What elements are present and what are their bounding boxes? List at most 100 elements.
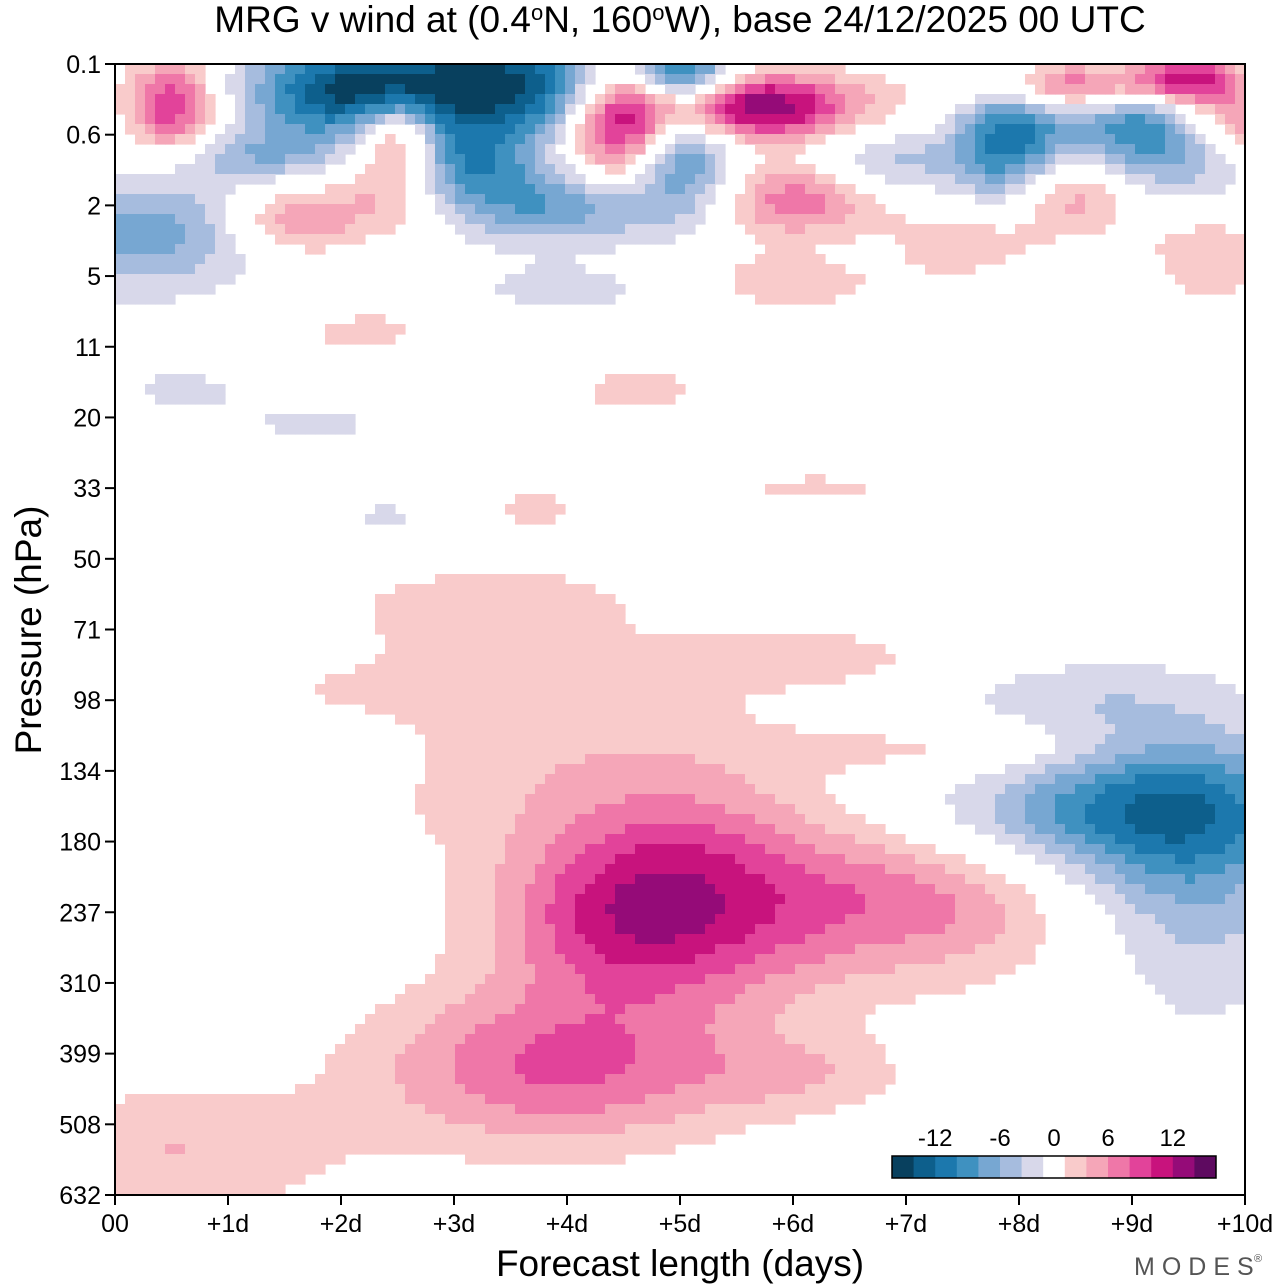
heatmap-cell: [775, 284, 786, 295]
heatmap-cell: [665, 754, 676, 765]
heatmap-cell: [785, 664, 796, 675]
heatmap-cell: [495, 1054, 506, 1065]
heatmap-cell: [595, 724, 606, 735]
heatmap-cell: [725, 944, 736, 955]
heatmap-cell: [665, 794, 676, 805]
heatmap-cell: [895, 934, 906, 945]
heatmap-cell: [625, 1014, 636, 1025]
heatmap-cell: [655, 974, 666, 985]
heatmap-cell: [555, 84, 566, 95]
heatmap-cell: [855, 484, 866, 495]
heatmap-cell: [765, 924, 776, 935]
heatmap-cell: [935, 154, 946, 165]
heatmap-cell: [385, 704, 396, 715]
heatmap-cell: [715, 984, 726, 995]
heatmap-cell: [785, 884, 796, 895]
heatmap-cell: [715, 874, 726, 885]
heatmap-cell: [195, 94, 206, 105]
heatmap-cell: [715, 824, 726, 835]
heatmap-cell: [965, 244, 976, 255]
heatmap-cell: [855, 884, 866, 895]
heatmap-cell: [1235, 944, 1246, 955]
heatmap-cell: [945, 854, 956, 865]
heatmap-cell: [545, 174, 556, 185]
heatmap-cell: [705, 114, 716, 125]
heatmap-cell: [655, 104, 666, 115]
heatmap-cell: [1215, 764, 1226, 775]
heatmap-cell: [745, 1034, 756, 1045]
heatmap-cell: [715, 664, 726, 675]
heatmap-cell: [215, 224, 226, 235]
heatmap-cell: [785, 844, 796, 855]
heatmap-cell: [545, 804, 556, 815]
heatmap-cell: [1235, 934, 1246, 945]
heatmap-cell: [905, 234, 916, 245]
heatmap-cell: [715, 1064, 726, 1075]
heatmap-cell: [775, 124, 786, 135]
heatmap-cell: [235, 144, 246, 155]
heatmap-cell: [165, 374, 176, 385]
heatmap-cell: [575, 264, 586, 275]
heatmap-cell: [465, 924, 476, 935]
heatmap-cell: [625, 834, 636, 845]
heatmap-cell: [345, 1054, 356, 1065]
heatmap-cell: [835, 114, 846, 125]
heatmap-cell: [905, 244, 916, 255]
heatmap-cell: [405, 84, 416, 95]
heatmap-cell: [725, 874, 736, 885]
heatmap-cell: [695, 864, 706, 875]
heatmap-cell: [505, 274, 516, 285]
heatmap-cell: [315, 94, 326, 105]
heatmap-cell: [595, 704, 606, 715]
heatmap-cell: [765, 194, 776, 205]
heatmap-cell: [825, 1064, 836, 1075]
heatmap-cell: [445, 674, 456, 685]
heatmap-cell: [785, 774, 796, 785]
heatmap-cell: [485, 84, 496, 95]
heatmap-cell: [655, 854, 666, 865]
heatmap-cell: [1095, 734, 1106, 745]
heatmap-cell: [1055, 104, 1066, 115]
heatmap-cell: [285, 64, 296, 75]
heatmap-cell: [1025, 764, 1036, 775]
heatmap-cell: [805, 84, 816, 95]
heatmap-cell: [425, 974, 436, 985]
heatmap-cell: [1185, 684, 1196, 695]
heatmap-cell: [665, 924, 676, 935]
heatmap-cell: [985, 904, 996, 915]
heatmap-cell: [145, 104, 156, 115]
heatmap-cell: [505, 964, 516, 975]
heatmap-cell: [545, 864, 556, 875]
heatmap-cell: [1185, 704, 1196, 715]
heatmap-cell: [1155, 804, 1166, 815]
heatmap-cell: [125, 84, 136, 95]
heatmap-cell: [615, 284, 626, 295]
heatmap-cell: [885, 964, 896, 975]
heatmap-cell: [695, 914, 706, 925]
heatmap-cell: [745, 744, 756, 755]
heatmap-cell: [435, 794, 446, 805]
heatmap-cell: [525, 1054, 536, 1065]
heatmap-cell: [935, 254, 946, 265]
heatmap-cell: [505, 764, 516, 775]
heatmap-cell: [895, 964, 906, 975]
heatmap-cell: [425, 994, 436, 1005]
heatmap-cell: [1175, 764, 1186, 775]
heatmap-cell: [615, 604, 626, 615]
heatmap-cell: [515, 904, 526, 915]
heatmap-cell: [535, 1074, 546, 1085]
heatmap-cell: [1195, 984, 1206, 995]
heatmap-cell: [615, 664, 626, 675]
heatmap-cell: [775, 84, 786, 95]
heatmap-cell: [1165, 234, 1176, 245]
heatmap-cell: [1145, 794, 1156, 805]
heatmap-cell: [535, 984, 546, 995]
heatmap-cell: [915, 174, 926, 185]
heatmap-cell: [1225, 114, 1236, 125]
heatmap-cell: [255, 154, 266, 165]
heatmap-cell: [455, 764, 466, 775]
heatmap-cell: [1225, 234, 1236, 245]
heatmap-cell: [475, 994, 486, 1005]
heatmap-cell: [515, 864, 526, 875]
heatmap-cell: [625, 764, 636, 775]
